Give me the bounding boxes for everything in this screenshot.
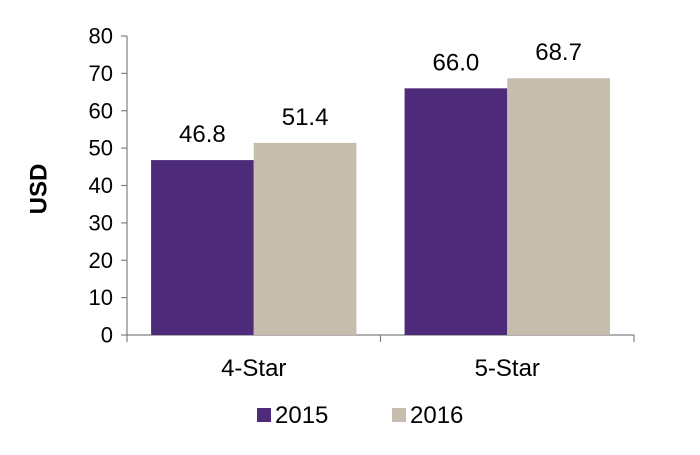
data-label: 68.7 bbox=[535, 39, 582, 66]
y-tick-label: 20 bbox=[89, 248, 113, 273]
legend-label: 2015 bbox=[275, 402, 328, 429]
legend-swatch-2015 bbox=[257, 408, 271, 422]
data-label: 66.0 bbox=[433, 49, 480, 76]
x-axis: 4-Star 5-Star bbox=[126, 334, 635, 382]
y-tick-label: 40 bbox=[89, 173, 113, 198]
y-tick-label: 30 bbox=[89, 210, 113, 235]
data-label: 46.8 bbox=[179, 121, 226, 148]
x-category-label: 4-Star bbox=[221, 355, 286, 382]
bars bbox=[151, 78, 610, 335]
y-axis-title: USD bbox=[25, 164, 52, 215]
data-label: 51.4 bbox=[282, 104, 329, 131]
y-tick-label: 10 bbox=[89, 285, 113, 310]
y-tick-label: 50 bbox=[89, 136, 113, 161]
bar-2015-4-Star bbox=[151, 160, 254, 335]
legend-label: 2016 bbox=[410, 402, 463, 429]
bar-2016-4-Star bbox=[253, 142, 357, 335]
y-tick-label: 60 bbox=[89, 98, 113, 123]
bar-2015-5-Star bbox=[404, 88, 508, 335]
x-category-label: 5-Star bbox=[475, 355, 540, 382]
y-axis: 0 10 20 30 40 50 60 70 80 bbox=[89, 24, 128, 348]
data-labels: 46.8 51.4 66.0 68.7 bbox=[179, 39, 582, 148]
y-tick-label: 70 bbox=[89, 61, 113, 86]
legend-swatch-2016 bbox=[392, 408, 406, 422]
y-tick-label: 80 bbox=[89, 24, 113, 49]
legend: 2015 2016 bbox=[257, 402, 463, 429]
bar-2016-5-Star bbox=[507, 78, 610, 335]
y-tick-label: 0 bbox=[101, 323, 113, 348]
